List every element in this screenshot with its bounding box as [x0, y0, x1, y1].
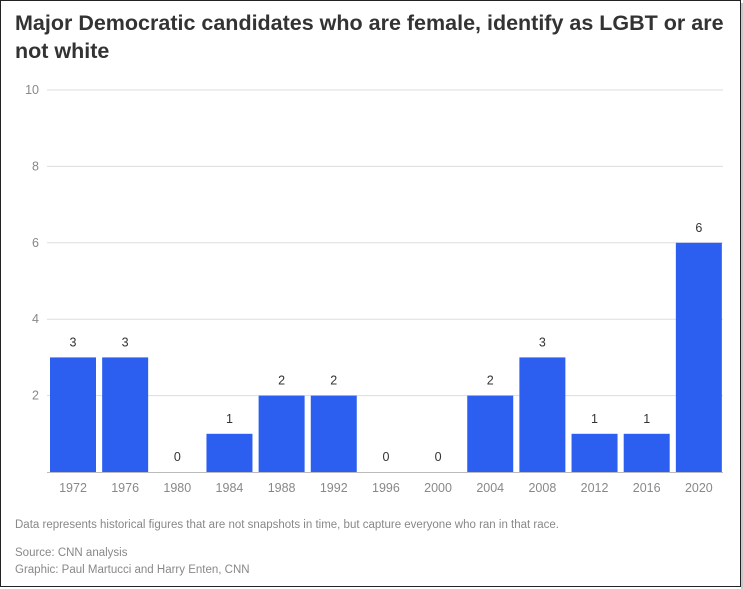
data-label-1980: 0: [174, 450, 181, 464]
x-tick-label: 1988: [268, 481, 296, 495]
data-labels: 3 3 0 1 2 2 0 0 2 3 1 1 6: [70, 221, 703, 464]
bar-1976: [102, 357, 149, 472]
bar-1972: [50, 357, 96, 472]
x-tick-label: 1972: [59, 481, 87, 495]
data-label-1992: 2: [330, 374, 337, 388]
y-tick-label: 4: [32, 312, 39, 326]
bar-2020: [675, 242, 722, 472]
bar-2004: [467, 395, 514, 472]
chart-title: Major Democratic candidates who are fema…: [15, 11, 724, 63]
bar-1984: [206, 433, 253, 472]
bar-2016: [623, 433, 670, 472]
bars: [50, 242, 722, 472]
bar-1992: [310, 395, 357, 472]
data-label-1976: 3: [122, 335, 129, 349]
y-tick-label: 2: [32, 389, 39, 403]
data-label-1996: 0: [382, 450, 389, 464]
source-line: Source: CNN analysis: [15, 547, 128, 559]
x-tick-label: 2000: [424, 481, 452, 495]
y-axis-ticks: 2 4 6 8 10: [25, 83, 39, 403]
data-label-2020: 6: [695, 221, 702, 235]
bar-1988: [258, 395, 305, 472]
x-tick-label: 2016: [633, 481, 661, 495]
data-label-1972: 3: [70, 335, 77, 349]
y-tick-label: 6: [32, 236, 39, 250]
data-label-2016: 1: [643, 412, 650, 426]
x-tick-label: 2004: [476, 481, 504, 495]
x-tick-label: 1996: [372, 481, 400, 495]
data-label-2012: 1: [591, 412, 598, 426]
credit-line: Graphic: Paul Martucci and Harry Enten, …: [15, 564, 250, 576]
x-tick-label: 1980: [163, 481, 191, 495]
x-tick-label: 1992: [320, 481, 348, 495]
data-label-2000: 0: [435, 450, 442, 464]
y-tick-label: 10: [25, 83, 39, 97]
x-tick-label: 1976: [111, 481, 139, 495]
x-tick-label: 1984: [216, 481, 244, 495]
data-label-1984: 1: [226, 412, 233, 426]
gridlines: [47, 89, 723, 397]
bar-2008: [519, 357, 566, 472]
x-tick-label: 2020: [685, 481, 713, 495]
x-tick-label: 2008: [528, 481, 556, 495]
data-label-2004: 2: [487, 374, 494, 388]
data-label-2008: 3: [539, 335, 546, 349]
y-tick-label: 8: [32, 159, 39, 173]
x-tick-label: 2012: [581, 481, 609, 495]
data-label-1988: 2: [278, 374, 285, 388]
bar-2012: [571, 433, 618, 472]
footnote: Data represents historical figures that …: [15, 519, 559, 531]
x-axis-ticks: 1972 1976 1980 1984 1988 1992 1996 2000 2004 2008…: [59, 481, 713, 495]
